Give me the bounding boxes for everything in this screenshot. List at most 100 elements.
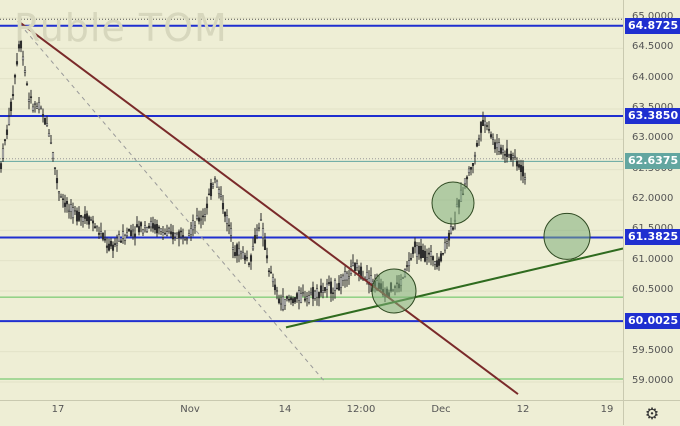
candle [433,260,437,270]
price-tick: 61.5000 [632,223,673,234]
candle [15,53,19,67]
candle [261,222,265,247]
candle [17,39,21,52]
candle [85,210,89,225]
candle [97,226,101,239]
candle [423,245,427,263]
time-tick: 12:00 [346,404,376,415]
candle [237,241,241,263]
candle [201,208,205,225]
price-tick: 65.0000 [632,11,674,22]
candle [473,151,477,165]
candle [477,134,481,146]
candle [175,231,179,239]
candle [161,226,165,240]
level-price-label: 61.3825 [625,229,680,246]
candle [293,297,297,304]
candle [103,230,107,243]
candle [523,172,527,185]
candle [273,278,277,295]
candle [215,179,219,188]
candle [483,116,487,133]
candle [145,226,149,233]
candle [291,296,295,307]
time-axis[interactable]: 17 Nov 14 12:00 Dec 12 19 [0,400,623,426]
candle [245,250,249,262]
level-price-label: 64.8725 [625,17,680,34]
candle [177,229,181,247]
candle [159,228,163,235]
candle [505,139,509,163]
candle [405,260,409,272]
candle [205,196,209,215]
candle [173,232,177,241]
candle [127,228,131,232]
candle [187,229,191,237]
candle [13,73,17,85]
candle [443,238,447,254]
candle [277,294,281,305]
price-tick: 63.5000 [632,102,673,113]
candle [61,193,65,208]
price-tick: 59.0000 [632,375,674,386]
gear-icon[interactable]: ⚙ [623,400,680,425]
candle [503,150,507,164]
price-axis[interactable]: 65.000064.500064.000063.500063.000062.50… [623,0,680,400]
candle [87,215,91,229]
candle [135,216,139,228]
candle [251,238,255,251]
candle [75,207,79,226]
candle [425,248,429,265]
candle [427,247,431,263]
candle [39,105,43,110]
candle [197,210,201,225]
candle [495,134,499,156]
candle [301,284,305,297]
candle [313,289,317,301]
candle [33,100,37,113]
candle [233,245,237,259]
candle [415,242,419,265]
candle [331,287,335,301]
candle [81,215,85,228]
candle [279,294,283,311]
candle [289,295,293,305]
highlight-circle [543,212,591,260]
candle [147,223,151,229]
candle [115,234,119,252]
candle [351,254,355,267]
candle [325,278,329,298]
highlight-circle [371,268,417,314]
candle [231,242,235,259]
candle [157,225,161,235]
candle [21,50,25,66]
candle [225,209,229,232]
candle [337,275,341,291]
candle [129,224,133,237]
candle [321,282,325,299]
candle [189,221,193,241]
candle [69,199,73,220]
price-tick: 61.0000 [632,253,674,265]
time-tick: 19 [600,404,614,415]
candle [445,238,449,249]
candle [323,287,327,294]
candle [229,222,233,242]
candle [89,216,93,221]
candle [137,220,141,236]
candle [309,287,313,296]
candle [295,291,299,303]
candle [209,178,213,200]
candle [43,117,47,125]
candle [117,230,121,242]
candle [67,203,71,219]
candle [253,227,257,244]
support-trend-line [285,247,624,329]
candle [25,81,29,86]
candle [59,193,63,198]
candle [283,298,287,310]
candle [227,218,231,235]
candle [275,286,279,300]
candle [489,131,493,139]
